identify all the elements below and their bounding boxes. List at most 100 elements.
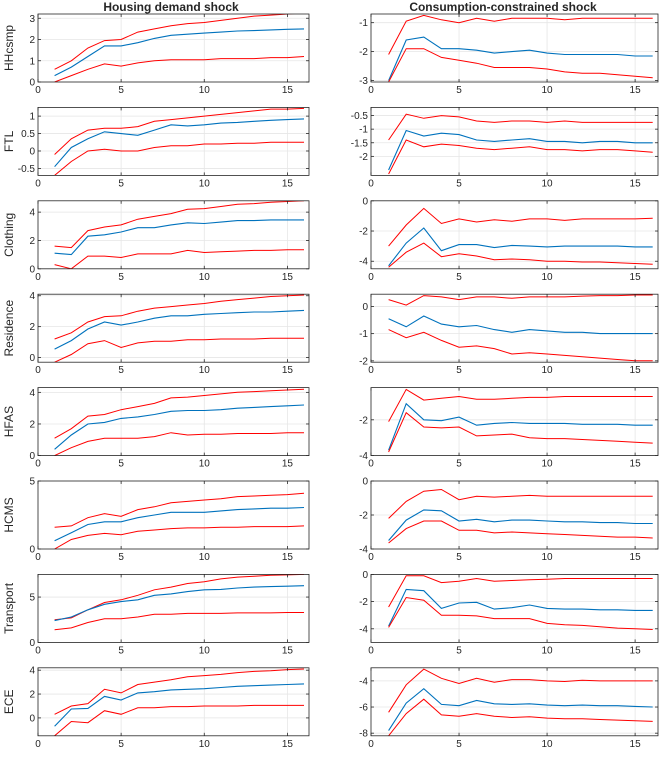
irf-panel: 0 5 10 15 -2 -1.5 -1 -0.5 [351,107,659,189]
axes-box [370,293,659,363]
x-tick-label: 10 [199,552,211,563]
upper-band-line [388,488,653,519]
y-tick-label: 2 [29,419,35,430]
plot-background [371,387,658,456]
plot-background [38,294,309,363]
lower-band-line [54,525,305,549]
axes-box [370,107,659,176]
y-tick-label: -2 [359,152,368,163]
x-tick-label: 15 [630,459,642,470]
median-response-line [388,509,653,541]
x-tick-label: 0 [35,739,41,750]
plot-background [371,200,658,269]
plot-background [38,574,309,643]
y-tick-label: -8 [359,729,368,740]
axes-box [37,13,310,83]
x-tick-label: 15 [282,178,294,189]
y-tick-label: 3 [29,14,35,25]
y-tick-label: -2 [359,415,368,426]
irf-panel: 0 5 10 15 0 2 4 HFAS [2,387,310,470]
x-tick-label: 0 [35,645,41,656]
lower-band-line [388,596,653,630]
irf-panel: 0 5 10 15 -3 -2 -1 [359,13,659,96]
y-tick-label: -3 [359,76,368,87]
plot-background [38,107,309,176]
y-tick-label: 1 [29,112,35,123]
plot-background [371,14,658,82]
x-tick-label: 15 [630,645,642,656]
y-tick-label: -1 [359,125,368,136]
x-tick-label: 0 [35,85,41,96]
axes-box [37,574,310,643]
x-tick-label: 10 [542,365,554,376]
x-tick-label: 0 [368,272,374,283]
x-tick-label: 0 [35,552,41,563]
median-response-line [54,309,305,350]
y-tick-label: 0 [362,196,368,207]
median-response-line [54,683,305,727]
x-tick-label: 0 [368,178,374,189]
y-tick-label: -1.5 [351,138,369,149]
y-tick-label: 0 [362,570,368,581]
lower-band-line [388,139,653,175]
x-tick-label: 10 [199,85,211,96]
y-tick-label: 4 [29,208,35,219]
y-tick-label: 0 [29,451,35,462]
upper-band-line [388,388,653,422]
axes-box [37,293,310,363]
x-tick-label: 0 [368,739,374,750]
x-tick-label: 10 [199,739,211,750]
lower-band-line [388,411,653,453]
x-tick-label: 15 [630,85,642,96]
upper-band-line [54,107,305,155]
x-tick-label: 0 [368,552,374,563]
y-tick-label: -4 [359,545,368,556]
plot-background [371,574,658,643]
x-tick-label: 10 [542,552,554,563]
median-response-line [388,129,653,171]
plot-background [38,14,309,82]
y-tick-label: 0 [29,713,35,724]
median-response-line [388,36,653,81]
x-tick-label: 10 [199,459,211,470]
irf-panel: 0 5 10 15 0 2 4 ECE [2,666,310,750]
upper-band-line [54,574,305,621]
y-tick-label: -4 [359,451,368,462]
y-axis-label: Transport [2,582,16,634]
median-response-line [388,687,653,731]
x-tick-label: 0 [368,365,374,376]
plot-background [371,294,658,363]
lower-band-line [388,48,653,82]
x-tick-label: 15 [282,739,294,750]
x-tick-label: 5 [456,459,462,470]
median-response-line [54,118,305,168]
x-tick-label: 15 [630,739,642,750]
y-tick-label: 2 [29,236,35,247]
plot-background [38,387,309,456]
x-tick-label: 5 [118,459,124,470]
y-tick-label: -1 [359,18,368,29]
column-title-consumption: Consumption-constrained shock [409,0,597,14]
y-axis-label: Residence [2,300,16,357]
y-tick-label: 4 [29,388,35,399]
lower-band-line [54,432,304,456]
x-tick-label: 15 [630,178,642,189]
median-response-line [54,219,304,256]
x-tick-label: 0 [35,365,41,376]
upper-band-line [388,575,653,608]
y-tick-label: 0 [362,302,368,313]
lower-band-line [388,329,653,362]
y-tick-label: -2 [359,227,368,238]
lower-band-line [54,56,305,82]
upper-band-line [54,14,295,70]
y-tick-label: 0 [29,545,35,556]
upper-band-line [54,294,305,340]
y-tick-label: -2 [359,47,368,58]
lower-band-line [388,520,653,544]
y-tick-label: 0.5 [21,129,35,140]
y-axis-label: HCMS [2,497,16,532]
x-tick-label: 15 [282,459,294,470]
irf-panel: 0 5 10 15 -4 -2 0 [359,570,659,656]
upper-band-line [54,668,305,715]
